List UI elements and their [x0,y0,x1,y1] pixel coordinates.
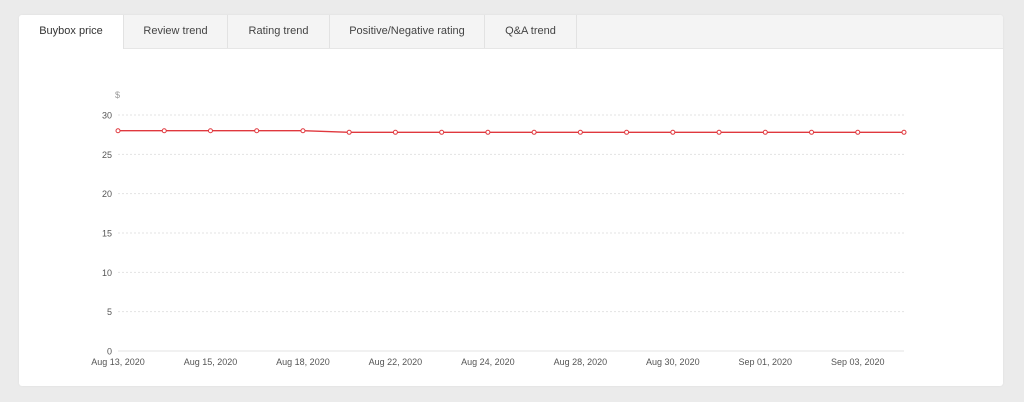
tab-positive-negative-rating[interactable]: Positive/Negative rating [330,15,485,48]
x-tick-label: Aug 15, 2020 [184,357,238,367]
x-tick-label: Sep 01, 2020 [739,357,793,367]
data-point [716,129,722,135]
x-tick-label: Aug 18, 2020 [276,357,330,367]
data-point [346,129,352,135]
y-tick-label: 0 [107,347,112,357]
data-point [207,128,213,134]
y-tick-label: 15 [102,229,112,239]
x-tick-label: Sep 03, 2020 [831,357,885,367]
data-point [577,129,583,135]
x-tick-label: Aug 22, 2020 [369,357,423,367]
data-point [624,129,630,135]
tab-review-trend[interactable]: Review trend [124,15,228,48]
x-tick-label: Aug 13, 2020 [91,357,145,367]
x-tick-label: Aug 24, 2020 [461,357,515,367]
y-tick-label: 30 [102,111,112,121]
data-point [115,128,121,134]
x-axis-ticks: Aug 13, 2020 Aug 15, 2020 Aug 18, 2020 Aug … [91,357,884,367]
y-axis-unit-label: $ [115,90,120,100]
tab-buybox-price[interactable]: Buybox price [19,15,124,49]
price-series-line [118,130,904,134]
data-point [439,129,445,135]
data-point [485,129,491,135]
y-axis-ticks: 0 5 10 15 20 25 30 [102,111,112,357]
tab-qa-trend[interactable]: Q&A trend [485,15,577,48]
data-point [855,129,861,135]
data-point [901,129,907,135]
y-tick-label: 25 [102,150,112,160]
data-point [300,128,306,134]
series-layer [115,128,907,135]
data-point [254,128,260,134]
price-history-card: Buybox price Review trend Rating trend P… [19,15,1003,386]
y-tick-label: 5 [107,307,112,317]
data-point [809,129,815,135]
x-tick-label: Aug 30, 2020 [646,357,700,367]
data-point [531,129,537,135]
grid-lines [118,114,904,352]
data-point [670,129,676,135]
y-tick-label: 10 [102,268,112,278]
data-point [392,129,398,135]
data-point [762,129,768,135]
x-tick-label: Aug 28, 2020 [554,357,608,367]
tab-rating-trend[interactable]: Rating trend [228,15,330,48]
y-tick-label: 20 [102,189,112,199]
tab-bar: Buybox price Review trend Rating trend P… [19,15,1003,49]
data-point [161,128,167,134]
